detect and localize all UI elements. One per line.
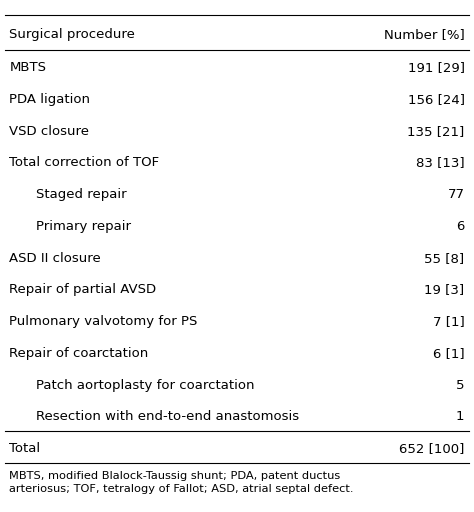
Text: 6 [1]: 6 [1]: [433, 347, 465, 360]
Text: Patch aortoplasty for coarctation: Patch aortoplasty for coarctation: [36, 378, 254, 392]
Text: 191 [29]: 191 [29]: [408, 61, 465, 74]
Text: Resection with end-to-end anastomosis: Resection with end-to-end anastomosis: [36, 410, 299, 423]
Text: Total correction of TOF: Total correction of TOF: [9, 156, 160, 169]
Text: 55 [8]: 55 [8]: [424, 251, 465, 265]
Text: 5: 5: [456, 378, 465, 392]
Text: MBTS, modified Blalock-Taussig shunt; PDA, patent ductus
arteriosus; TOF, tetral: MBTS, modified Blalock-Taussig shunt; PD…: [9, 471, 354, 494]
Text: 156 [24]: 156 [24]: [408, 93, 465, 106]
Text: Pulmonary valvotomy for PS: Pulmonary valvotomy for PS: [9, 315, 198, 328]
Text: 652 [100]: 652 [100]: [399, 442, 465, 455]
Text: ASD II closure: ASD II closure: [9, 251, 101, 265]
Text: Repair of coarctation: Repair of coarctation: [9, 347, 149, 360]
Text: Number [%]: Number [%]: [384, 28, 465, 41]
Text: 1: 1: [456, 410, 465, 423]
Text: Primary repair: Primary repair: [36, 220, 130, 233]
Text: 6: 6: [456, 220, 465, 233]
Text: PDA ligation: PDA ligation: [9, 93, 91, 106]
Text: 83 [13]: 83 [13]: [416, 156, 465, 169]
Text: Total: Total: [9, 442, 41, 455]
Text: Staged repair: Staged repair: [36, 188, 126, 201]
Text: VSD closure: VSD closure: [9, 124, 90, 138]
Text: Repair of partial AVSD: Repair of partial AVSD: [9, 283, 156, 296]
Text: MBTS: MBTS: [9, 61, 46, 74]
Text: 135 [21]: 135 [21]: [407, 124, 465, 138]
Text: Surgical procedure: Surgical procedure: [9, 28, 136, 41]
Text: 7 [1]: 7 [1]: [433, 315, 465, 328]
Text: 19 [3]: 19 [3]: [424, 283, 465, 296]
Text: 77: 77: [447, 188, 465, 201]
